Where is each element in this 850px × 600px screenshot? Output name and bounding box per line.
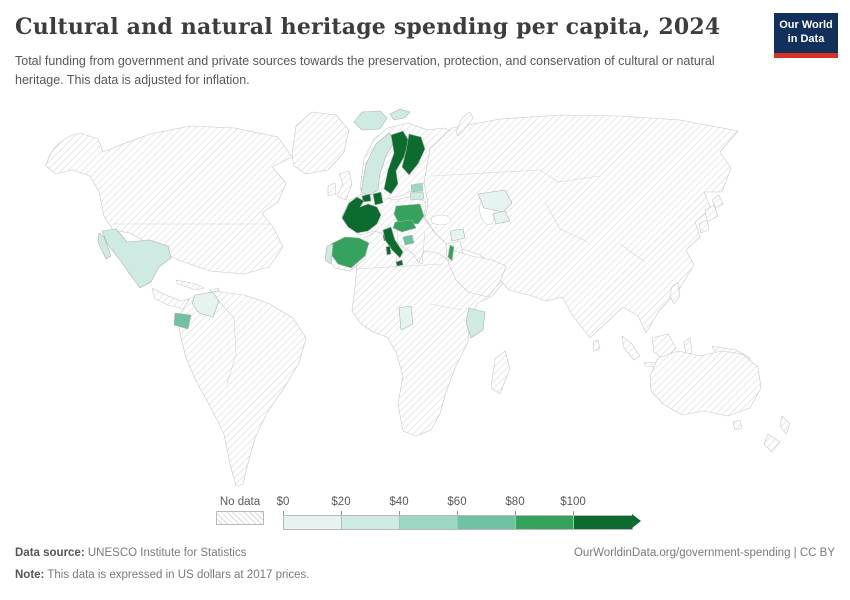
country-mexico-baja[interactable] [97,232,112,260]
footer-link[interactable]: OurWorldinData.org/government-spending |… [573,547,835,559]
country-france[interactable] [341,196,382,234]
country-ecuador[interactable] [173,312,192,330]
island-novaya-zemlya [455,111,474,137]
country-colombia[interactable] [191,291,220,318]
source-text: UNESCO Institute for Statistics [84,547,247,559]
island-sri-lanka [592,339,601,352]
border-east-africa [429,303,463,311]
island-cuba [175,279,205,291]
island-ireland [327,182,337,197]
country-norway[interactable] [360,132,396,197]
country-sweden[interactable] [383,130,410,195]
border-russia-kazakh [431,169,601,183]
legend-bin[interactable] [284,516,342,529]
owid-logo[interactable]: Our World in Data [774,13,838,58]
landmass-arabia [447,249,507,298]
owid-logo-line1: Our World [779,19,833,31]
country-svalbard[interactable] [389,108,411,121]
island-new-zealand-south [763,433,781,453]
owid-logo-box: Our World in Data [774,13,838,53]
legend-tick-mark [399,511,400,515]
island-madagascar [490,350,511,395]
country-sicily[interactable] [395,259,404,267]
island-sulawesi [683,337,693,357]
border-sahara [354,263,444,270]
border-china-west [544,201,589,243]
country-italy[interactable] [382,226,404,259]
island-philippines [669,282,681,305]
map-legend: No data $0 $20 $40 $60 $80 $100 [0,496,850,534]
country-portugal[interactable] [324,243,334,265]
legend-tick-mark [515,511,516,515]
border-north-africa-2 [421,231,426,265]
world-map [45,108,791,487]
landmass-australia [649,350,762,417]
country-czechia[interactable] [392,219,417,233]
landmass-south-america [177,290,307,487]
landmass-greenland [291,111,350,175]
legend-tick-mark [573,511,574,515]
country-estonia[interactable] [410,182,424,193]
island-new-zealand-north [779,415,791,435]
no-data-swatch[interactable] [216,511,264,525]
legend-tick-label: $100 [560,496,586,508]
country-iceland[interactable] [353,110,388,131]
legend-bin[interactable] [574,516,632,529]
island-japan-north [711,194,724,209]
source-label: Data source: [15,547,85,559]
legend-tick-label: $0 [276,496,290,508]
island-tasmania [732,419,743,431]
country-denmark[interactable] [372,191,384,206]
island-great-britain [336,170,353,201]
country-turkmenistan[interactable] [492,210,511,225]
no-data-label: No data [219,496,261,508]
legend-no-data: No data [216,496,264,525]
island-sumatra [621,335,641,361]
legend-bar-wrap: $0 $20 $40 $60 $80 $100 [277,496,653,532]
footer-note: Note: This data is expressed in US dolla… [15,569,309,581]
legend-tick-label: $40 [389,496,409,508]
legend-arrow [632,514,641,528]
chart-subtitle: Total funding from government and privat… [15,54,715,87]
legend-tick-label: $20 [331,496,351,508]
island-japan-main [704,204,719,223]
legend-tick-label: $80 [505,496,525,508]
country-spain[interactable] [329,236,370,269]
legend-bin[interactable] [458,516,516,529]
owid-logo-line2: in Data [787,33,825,46]
footer-source: Data source: UNESCO Institute for Statis… [15,547,246,559]
legend-bin[interactable] [400,516,458,529]
legend-bin[interactable] [516,516,574,529]
country-kenya[interactable] [465,307,486,339]
black-sea [430,214,452,226]
border-brazil [217,299,237,385]
country-mexico[interactable] [101,228,172,289]
legend-bin[interactable] [342,516,400,529]
note-label: Note: [15,569,45,581]
country-finland[interactable] [401,133,426,176]
country-latvia[interactable] [409,191,425,201]
country-kazakhstan[interactable] [477,189,513,213]
island-japan-south [698,219,710,234]
country-sardinia[interactable] [385,245,392,256]
legend-tick-mark [283,511,284,515]
page-title: Cultural and natural heritage spending p… [15,14,721,40]
country-syria[interactable] [449,228,466,242]
border-china-south [619,243,646,263]
legend-tick-mark [341,511,342,515]
owid-logo-redbar [774,52,838,58]
note-text: This data is expressed in US dollars at … [44,569,310,581]
legend-tick-mark [457,511,458,515]
country-cameroon[interactable] [398,305,414,331]
country-poland[interactable] [393,203,425,225]
legend-tick-label: $60 [447,496,467,508]
legend-bar [283,515,633,530]
landmass-central-america [151,287,190,310]
country-israel[interactable] [447,244,455,262]
country-bosnia[interactable] [402,234,415,246]
